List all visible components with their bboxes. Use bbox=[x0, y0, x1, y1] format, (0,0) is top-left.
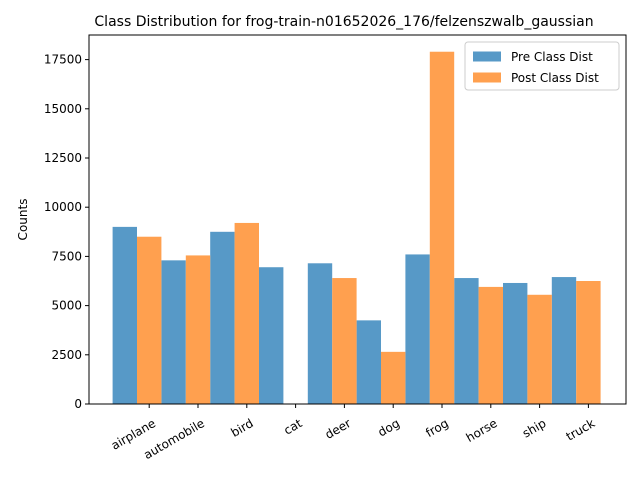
bar-post-truck bbox=[576, 281, 601, 404]
y-tick-label: 10000 bbox=[44, 200, 82, 214]
bar-pre-ship bbox=[503, 282, 528, 404]
y-axis: 0 2500 5000 7500 10000 12500 15000 17500 bbox=[44, 53, 89, 411]
legend-swatch-pre bbox=[473, 51, 501, 62]
x-tick-label-bird: bird bbox=[229, 416, 256, 440]
bar-post-ship bbox=[527, 294, 552, 404]
chart-title: Class Distribution for frog-train-n01652… bbox=[94, 14, 593, 30]
bar-post-horse bbox=[478, 286, 503, 404]
bar-post-dog bbox=[381, 351, 406, 404]
bar-post-airplane bbox=[137, 236, 162, 404]
bar-post-automobile bbox=[185, 255, 211, 404]
y-tick-label: 5000 bbox=[51, 299, 82, 313]
legend: Pre Class Dist Post Class Dist bbox=[464, 41, 620, 91]
x-tick-label-horse: horse bbox=[464, 416, 500, 445]
y-tick-label: 7500 bbox=[51, 249, 82, 263]
legend-frame bbox=[464, 41, 620, 91]
bars-group bbox=[112, 51, 601, 404]
x-tick-label-deer: deer bbox=[323, 416, 354, 442]
bar-pre-horse bbox=[454, 278, 479, 404]
legend-swatch-post bbox=[473, 72, 501, 83]
bar-pre-truck bbox=[551, 277, 577, 404]
x-tick-label-truck: truck bbox=[564, 416, 598, 444]
bar-post-deer bbox=[332, 278, 357, 404]
x-tick-label-dog: dog bbox=[376, 416, 403, 439]
y-axis-label: Counts bbox=[16, 199, 30, 241]
bar-pre-deer bbox=[307, 263, 333, 404]
legend-label-pre: Pre Class Dist bbox=[511, 50, 593, 64]
x-tick-label-ship: ship bbox=[520, 416, 548, 441]
bar-post-frog bbox=[429, 51, 455, 404]
x-tick-label-cat: cat bbox=[281, 416, 304, 438]
y-tick-label: 17500 bbox=[44, 53, 82, 67]
y-tick-label: 2500 bbox=[51, 348, 82, 362]
legend-label-post: Post Class Dist bbox=[511, 71, 599, 85]
bar-pre-bird bbox=[210, 231, 235, 404]
bar-post-bird bbox=[234, 222, 259, 404]
bar-pre-cat bbox=[259, 267, 284, 404]
bar-pre-dog bbox=[356, 320, 381, 404]
bar-pre-automobile bbox=[161, 260, 186, 404]
y-tick-label: 12500 bbox=[44, 151, 82, 165]
bar-pre-frog bbox=[405, 254, 430, 404]
y-tick-label: 0 bbox=[74, 397, 82, 411]
bar-pre-airplane bbox=[112, 226, 137, 404]
plot-frame bbox=[88, 34, 627, 405]
y-tick-label: 15000 bbox=[44, 102, 82, 116]
x-tick-label-frog: frog bbox=[423, 416, 451, 440]
